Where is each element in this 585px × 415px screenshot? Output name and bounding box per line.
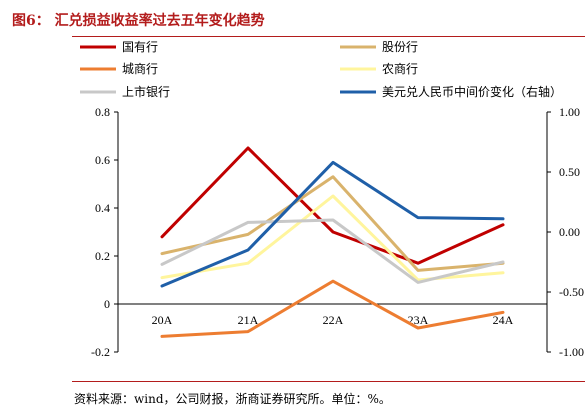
legend-label: 农商行	[382, 61, 418, 76]
footer-rule	[72, 381, 585, 382]
right-tick-label: 0.50	[559, 165, 580, 179]
x-tick-label: 20A	[152, 313, 173, 327]
x-tick-label: 24A	[493, 313, 514, 327]
left-tick-label: 0.2	[95, 249, 110, 263]
series-line-4	[160, 194, 505, 282]
figure-title: 图6： 汇兑损益收益率过去五年变化趋势	[12, 13, 265, 29]
right-tick-label: -0.50	[559, 285, 584, 299]
legend-label: 美元兑人民币中间价变化（右轴）	[382, 84, 562, 99]
left-tick-label: 0.6	[95, 153, 110, 167]
series-line-5	[160, 218, 505, 284]
legend-label: 城商行	[122, 61, 158, 76]
series-line-2	[160, 175, 505, 272]
left-tick-label: 0	[104, 297, 110, 311]
series-line-6	[160, 160, 505, 288]
left-tick-label: 0.8	[95, 105, 110, 119]
legend-label: 上市银行	[122, 84, 170, 99]
legend-label: 国有行	[122, 40, 158, 54]
series-line-1	[160, 146, 505, 265]
x-tick-label: 21A	[238, 313, 259, 327]
right-tick-label: 1.00	[559, 105, 580, 119]
source-note: 资料来源：wind，公司财报，浙商证券研究所。单位：%。	[74, 392, 391, 406]
left-tick-label: -0.2	[91, 345, 110, 359]
legend-label: 股份行	[382, 40, 418, 54]
right-tick-label: 0.00	[559, 225, 580, 239]
right-tick-label: -1.00	[559, 345, 584, 359]
x-tick-label: 22A	[323, 313, 344, 327]
title-rule	[72, 36, 585, 37]
line-chart: 0.8 0.6 0.4 0.2 0 -0.2 1.00 0.50 0.00 -0.50 -1.00 2…	[80, 40, 584, 359]
series-line-3	[160, 279, 505, 338]
left-tick-label: 0.4	[95, 201, 110, 215]
